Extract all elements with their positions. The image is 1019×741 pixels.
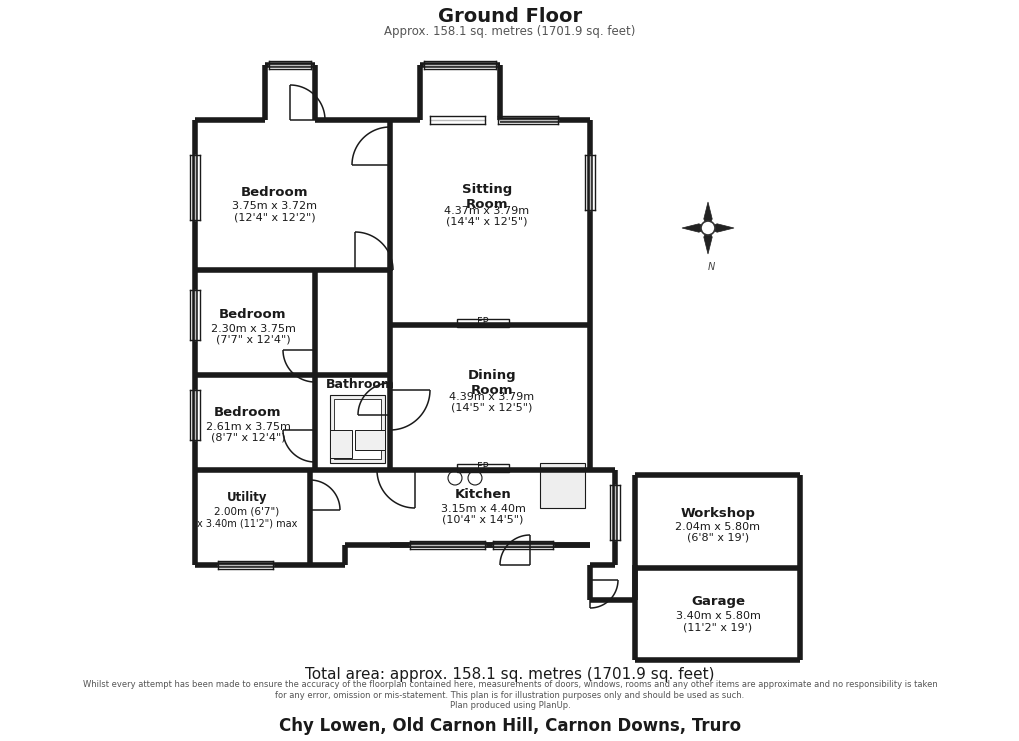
Text: Sitting
Room: Sitting Room — [462, 183, 512, 211]
Text: Approx. 158.1 sq. metres (1701.9 sq. feet): Approx. 158.1 sq. metres (1701.9 sq. fee… — [384, 24, 635, 38]
Bar — [190, 390, 200, 440]
Text: 2.61m x 3.75m: 2.61m x 3.75m — [206, 422, 290, 432]
Text: Utility: Utility — [226, 491, 267, 503]
Text: Ground Floor: Ground Floor — [437, 7, 582, 27]
Text: Total area: approx. 158.1 sq. metres (1701.9 sq. feet): Total area: approx. 158.1 sq. metres (17… — [305, 668, 714, 682]
Text: 2.00m (6'7"): 2.00m (6'7") — [214, 506, 279, 516]
Bar — [410, 541, 484, 549]
Text: x 3.40m (11'2") max: x 3.40m (11'2") max — [197, 518, 297, 528]
Bar — [457, 319, 508, 327]
Text: 4.37m x 3.79m: 4.37m x 3.79m — [444, 206, 529, 216]
Polygon shape — [707, 224, 734, 232]
Text: Dining
Room: Dining Room — [468, 369, 516, 397]
Text: Bedroom: Bedroom — [219, 308, 286, 322]
Polygon shape — [703, 228, 711, 254]
Text: 2.30m x 3.75m: 2.30m x 3.75m — [210, 324, 296, 334]
Text: Garage: Garage — [690, 596, 744, 608]
Text: N: N — [707, 262, 714, 272]
Bar — [457, 464, 508, 472]
Text: (12'4" x 12'2"): (12'4" x 12'2") — [234, 212, 316, 222]
Text: FP: FP — [477, 317, 488, 327]
Bar — [330, 395, 384, 463]
Text: 3.75m x 3.72m: 3.75m x 3.72m — [232, 201, 317, 211]
Bar — [497, 116, 557, 124]
Text: Whilst every attempt has been made to ensure the accuracy of the floorplan conta: Whilst every attempt has been made to en… — [83, 680, 936, 710]
Bar — [269, 61, 311, 69]
Bar — [492, 541, 552, 549]
Text: (14'4" x 12'5"): (14'4" x 12'5") — [446, 217, 527, 227]
Bar — [218, 561, 273, 569]
Text: (8'7" x 12'4"): (8'7" x 12'4") — [211, 433, 285, 443]
Text: Bathroom: Bathroom — [325, 379, 394, 391]
Text: (6'8" x 19'): (6'8" x 19') — [686, 533, 748, 543]
Text: Kitchen: Kitchen — [454, 488, 511, 502]
Text: (7'7" x 12'4"): (7'7" x 12'4") — [215, 335, 290, 345]
Text: 2.04m x 5.80m: 2.04m x 5.80m — [675, 522, 760, 532]
Bar — [539, 463, 585, 508]
Polygon shape — [682, 224, 707, 232]
Bar — [190, 155, 200, 220]
Text: FP: FP — [477, 462, 488, 472]
Text: (10'4" x 14'5"): (10'4" x 14'5") — [442, 515, 523, 525]
Bar — [355, 430, 384, 450]
Text: 3.15m x 4.40m: 3.15m x 4.40m — [440, 504, 525, 514]
Text: (14'5" x 12'5"): (14'5" x 12'5") — [450, 403, 532, 413]
Text: Bedroom: Bedroom — [214, 407, 281, 419]
Bar — [609, 485, 620, 540]
Circle shape — [700, 221, 714, 235]
Bar — [430, 116, 484, 124]
Bar — [330, 430, 352, 458]
Text: 3.40m x 5.80m: 3.40m x 5.80m — [675, 611, 760, 621]
Bar — [333, 399, 381, 459]
Polygon shape — [703, 202, 711, 228]
Text: 4.39m x 3.79m: 4.39m x 3.79m — [449, 392, 534, 402]
Bar — [424, 61, 495, 69]
Text: Bedroom: Bedroom — [242, 185, 309, 199]
Bar — [585, 155, 594, 210]
Bar — [190, 290, 200, 340]
Text: (11'2" x 19'): (11'2" x 19') — [683, 622, 752, 632]
Text: Workshop: Workshop — [680, 507, 755, 519]
Text: Chy Lowen, Old Carnon Hill, Carnon Downs, Truro: Chy Lowen, Old Carnon Hill, Carnon Downs… — [278, 717, 741, 735]
